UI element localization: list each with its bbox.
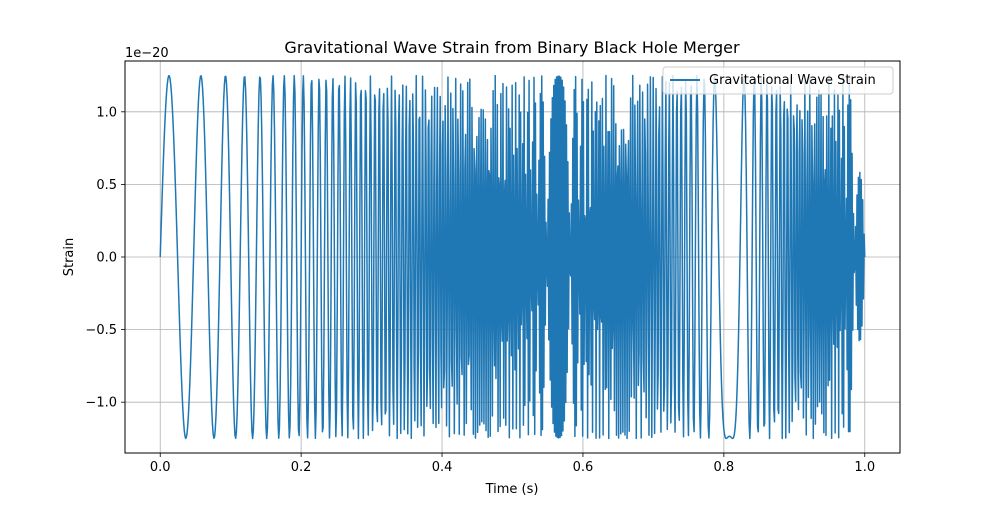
y-tick-label: 0.0: [96, 251, 117, 266]
chart-title: Gravitational Wave Strain from Binary Bl…: [284, 38, 740, 57]
series-layer: [159, 74, 866, 440]
x-tick-label: 1.0: [854, 460, 875, 475]
series-line: [159, 74, 866, 440]
x-tick-label: 0.6: [573, 460, 594, 475]
y-tick-label: 1.0: [96, 105, 117, 120]
x-tick-label: 0.4: [432, 460, 453, 475]
y-tick-label: −1.0: [85, 396, 117, 411]
y-tick-label: 0.5: [96, 178, 117, 193]
y-axis-label: Strain: [62, 238, 77, 277]
x-axis-label: Time (s): [485, 482, 539, 497]
ticks: 0.0 0.2 0.4 0.6 0.8 1.0 −1.0 −0.5 0.0 0.5 1.0: [85, 105, 875, 475]
legend-label: Gravitational Wave Strain: [709, 73, 876, 88]
x-tick-label: 0.8: [714, 460, 735, 475]
x-tick-label: 0.2: [291, 460, 312, 475]
legend-box: [662, 66, 894, 95]
y-tick-label: −0.5: [85, 323, 117, 338]
legend: Gravitational Wave Strain: [662, 66, 894, 95]
y-offset-label: 1e−20: [125, 46, 169, 61]
x-tick-label: 0.0: [150, 460, 171, 475]
